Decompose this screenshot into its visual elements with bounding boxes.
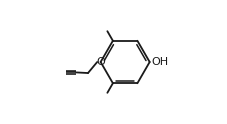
Text: OH: OH bbox=[151, 57, 168, 67]
Text: O: O bbox=[96, 57, 105, 67]
